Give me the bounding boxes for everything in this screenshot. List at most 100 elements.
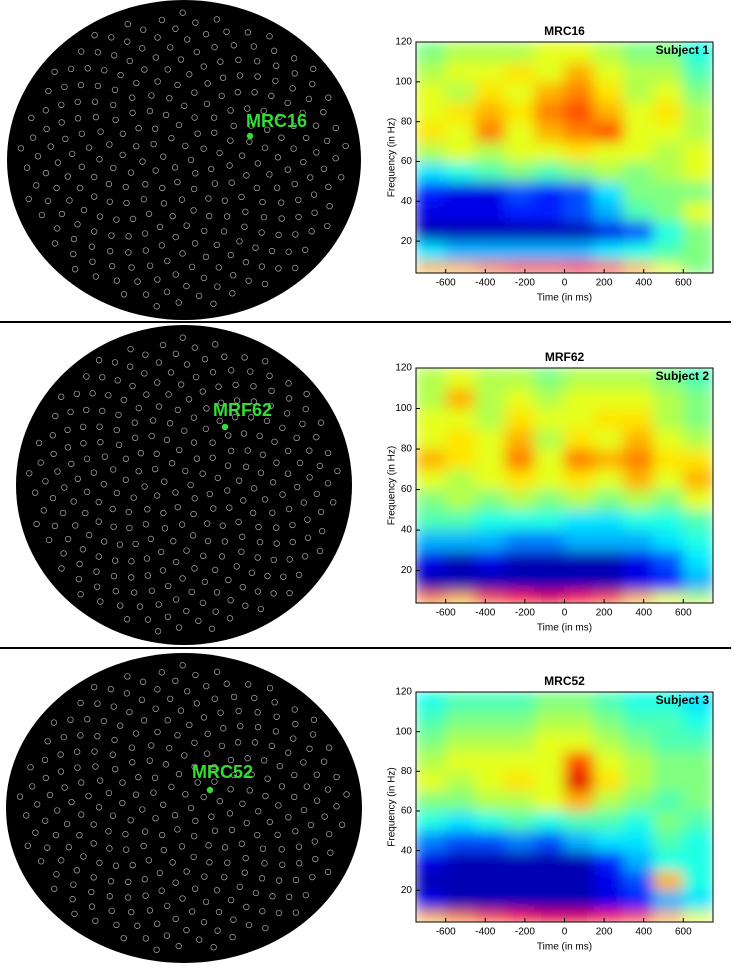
sensor xyxy=(124,38,131,45)
sensor xyxy=(113,426,120,434)
heatmap-cell xyxy=(534,160,565,182)
heatmap-cell xyxy=(593,830,625,852)
x-tick-label: 600 xyxy=(675,927,692,938)
sensor xyxy=(191,240,199,247)
heatmap-cell xyxy=(445,448,476,470)
sensor xyxy=(29,134,37,141)
heatmap-cell xyxy=(445,81,476,103)
heatmap-cell xyxy=(416,830,447,852)
sensor xyxy=(206,490,213,498)
sensor xyxy=(155,359,163,366)
heatmap-cell xyxy=(474,428,506,450)
sensor xyxy=(242,463,250,470)
heatmap-cell xyxy=(564,889,595,911)
sensor xyxy=(271,438,278,445)
sensor xyxy=(49,495,57,502)
sensor xyxy=(110,573,118,580)
sensor xyxy=(110,164,117,172)
sensor xyxy=(154,728,161,736)
sensor xyxy=(270,556,277,564)
heatmap-cell xyxy=(682,42,713,63)
sensor xyxy=(183,926,190,934)
sensor xyxy=(334,467,341,475)
heatmap-cell xyxy=(564,790,595,812)
heatmap-cell xyxy=(445,101,476,123)
sensor xyxy=(117,602,124,609)
heatmap-cell xyxy=(534,101,565,123)
heatmap-cell xyxy=(682,570,713,592)
sensor xyxy=(105,392,112,399)
heatmap-cell xyxy=(653,81,684,103)
sensor xyxy=(249,509,257,517)
heatmap-area xyxy=(416,692,713,922)
sensor xyxy=(163,932,171,939)
sensor xyxy=(99,407,106,415)
sensor xyxy=(284,99,291,107)
heatmap-cell xyxy=(416,160,447,182)
x-tick-label: -400 xyxy=(475,608,495,619)
sensor xyxy=(91,32,98,39)
sensor xyxy=(289,538,296,546)
sensor xyxy=(74,764,81,771)
sensor xyxy=(252,889,260,897)
sensor xyxy=(248,569,256,576)
sensor xyxy=(311,209,318,216)
sensor xyxy=(178,196,186,203)
sensor xyxy=(122,455,130,462)
sensor xyxy=(268,92,275,100)
sensor xyxy=(230,771,238,779)
sensor xyxy=(278,215,285,222)
selected-sensor xyxy=(206,786,214,794)
sensor xyxy=(78,130,85,137)
heatmap-cell xyxy=(653,750,684,772)
sensor xyxy=(208,165,215,173)
heatmap-cell xyxy=(445,549,476,572)
sensor xyxy=(128,744,136,751)
sensor xyxy=(70,235,78,243)
sensor xyxy=(304,534,312,541)
sensor xyxy=(229,290,236,297)
sensor xyxy=(175,770,183,778)
sensor xyxy=(191,885,199,892)
x-tick-label: -600 xyxy=(436,608,456,619)
sensor xyxy=(159,341,167,349)
heatmap-cell xyxy=(623,42,655,63)
y-tick-label: 20 xyxy=(401,565,413,576)
sensor xyxy=(150,789,157,796)
sensor xyxy=(90,840,97,847)
sensor xyxy=(205,842,212,849)
sensor xyxy=(108,34,115,41)
heatmap-cell xyxy=(534,61,565,83)
sensor xyxy=(202,31,210,38)
sensor xyxy=(187,156,195,164)
sensor xyxy=(50,450,57,458)
heatmap-cell xyxy=(416,448,447,470)
sensor xyxy=(327,849,334,856)
heatmap-cell xyxy=(653,692,684,713)
heatmap-cell xyxy=(623,731,655,752)
y-axis-label: Frequency (in Hz) xyxy=(387,767,398,846)
heatmap-area xyxy=(416,368,713,603)
heatmap-cell xyxy=(534,711,565,733)
sensor xyxy=(191,495,198,502)
x-axis-label: Time (in ms) xyxy=(537,942,592,953)
sensor xyxy=(44,197,52,205)
sensor xyxy=(262,358,269,365)
sensor xyxy=(67,408,74,415)
sensor xyxy=(166,95,173,102)
sensor xyxy=(190,832,198,840)
sensor xyxy=(241,354,248,361)
sensor xyxy=(77,591,84,598)
heatmap-cell xyxy=(416,408,447,430)
sensor xyxy=(254,73,261,80)
sensor xyxy=(26,470,33,477)
heatmap-cell xyxy=(593,570,625,592)
sensor xyxy=(191,344,198,351)
heatmap-cell xyxy=(504,731,536,752)
heatmap-cell xyxy=(504,489,536,511)
heatmap-cell xyxy=(593,180,625,202)
sensor xyxy=(254,709,261,716)
heatmap-cell xyxy=(682,731,713,752)
x-tick-label: -600 xyxy=(436,927,456,938)
sensor xyxy=(324,137,331,145)
